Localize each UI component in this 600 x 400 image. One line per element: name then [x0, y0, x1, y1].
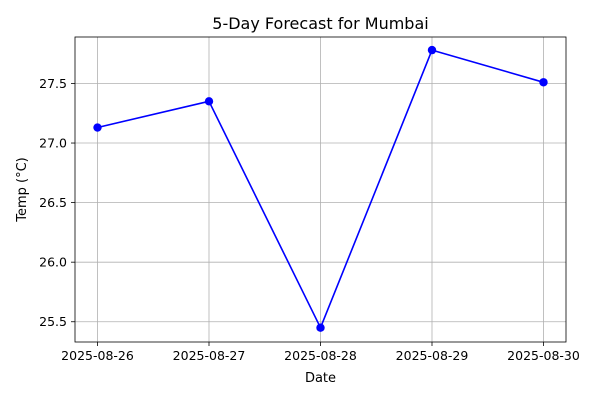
x-axis: 2025-08-26 2025-08-27 2025-08-28 2025-08-29… — [61, 342, 580, 363]
y-tick-label: 26.0 — [39, 255, 67, 270]
x-tick-label: 2025-08-26 — [61, 348, 134, 363]
y-tick-label: 25.5 — [39, 314, 67, 329]
data-point — [316, 323, 325, 332]
data-point — [539, 78, 548, 87]
x-tick-label: 2025-08-30 — [507, 348, 580, 363]
grid — [75, 37, 566, 342]
chart-title: 5-Day Forecast for Mumbai — [212, 14, 428, 33]
x-axis-label: Date — [305, 371, 336, 386]
series-layer — [93, 45, 548, 332]
data-point — [427, 45, 437, 55]
y-tick-label: 27.5 — [39, 76, 67, 91]
x-tick-label: 2025-08-29 — [396, 348, 469, 363]
data-point — [93, 123, 102, 132]
x-tick-label: 2025-08-28 — [284, 348, 357, 363]
y-tick-label: 27.0 — [39, 136, 67, 151]
x-tick-label: 2025-08-27 — [173, 348, 246, 363]
y-axis-label: Temp (°C) — [15, 157, 30, 223]
y-tick-label: 26.5 — [39, 195, 67, 210]
data-point — [204, 97, 214, 106]
y-axis: 25.5 26.0 26.5 27.0 27.5 — [39, 76, 75, 329]
